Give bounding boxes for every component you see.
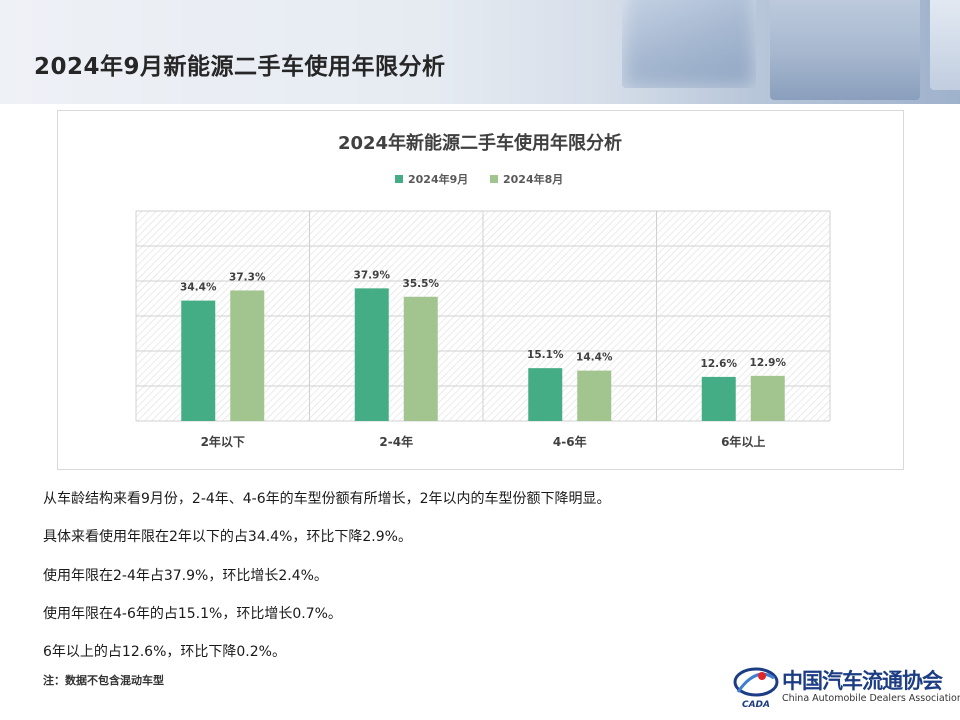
data-label: 35.5% [403, 278, 440, 290]
bar [750, 375, 785, 421]
bar [354, 288, 389, 421]
x-tick-label: 2-4年 [379, 434, 413, 449]
data-label: 34.4% [180, 282, 217, 294]
data-label: 12.6% [701, 358, 738, 370]
logo-name-cn: 中国汽车流通协会 [782, 668, 943, 693]
analysis-paragraph: 具体来看使用年限在2年以下的占34.4%，环比下降2.9%。 [43, 529, 412, 545]
data-label: 12.9% [750, 357, 787, 369]
data-label: 15.1% [527, 349, 564, 361]
footnote: 注：数据不包含混动车型 [43, 674, 164, 687]
x-axis-labels: 2年以下 2-4年 4-6年 6年以上 [201, 434, 766, 449]
decorative-cube [622, 0, 756, 88]
analysis-paragraph: 从车龄结构来看9月份，2-4年、4-6年的车型份额有所增长，2年以内的车型份额下… [43, 491, 611, 507]
header-banner: 2024年9月新能源二手车使用年限分析 [0, 0, 960, 104]
decorative-cube [770, 0, 920, 100]
logo-abbr: CADA [742, 700, 770, 710]
bar-group: 34.4% 37.3% 37.9% 35.5% 15.1% 14.4% 12.6% 12.9% [180, 269, 786, 421]
x-tick-label: 6年以上 [721, 434, 765, 449]
chart-frame: 2024年新能源二手车使用年限分析 2024年9月 2024年8月 34.4% 37… [57, 110, 904, 470]
chart-title: 2024年新能源二手车使用年限分析 [338, 132, 622, 154]
x-tick-label: 4-6年 [553, 434, 587, 449]
bar [528, 368, 563, 421]
analysis-paragraph: 6年以上的占12.6%，环比下降0.2%。 [43, 644, 286, 660]
page-title: 2024年9月新能源二手车使用年限分析 [34, 54, 446, 80]
bar [701, 376, 736, 421]
chart-legend: 2024年9月 2024年8月 [395, 172, 563, 186]
legend-label: 2024年8月 [503, 172, 563, 186]
data-label: 14.4% [576, 352, 613, 364]
bar [181, 300, 216, 421]
analysis-paragraph: 使用年限在4-6年的占15.1%，环比增长0.7%。 [43, 606, 342, 622]
analysis-paragraph: 使用年限在2-4年占37.9%，环比增长2.4%。 [43, 568, 328, 584]
cada-logo: CADA 中国汽车流通协会 China Automobile Dealers A… [732, 660, 960, 710]
legend-label: 2024年9月 [408, 172, 468, 186]
bar [403, 296, 438, 421]
data-label: 37.9% [354, 269, 391, 281]
bar [230, 290, 265, 421]
bar [577, 370, 612, 421]
x-tick-label: 2年以下 [201, 434, 245, 449]
decorative-cube [930, 0, 960, 90]
logo-name-en: China Automobile Dealers Association [782, 693, 960, 704]
bar-chart: 2024年新能源二手车使用年限分析 2024年9月 2024年8月 34.4% 37… [135, 132, 831, 449]
data-label: 37.3% [229, 271, 266, 283]
cada-logo-icon: CADA [733, 667, 779, 710]
legend-swatch [490, 175, 498, 183]
legend-swatch [395, 175, 403, 183]
